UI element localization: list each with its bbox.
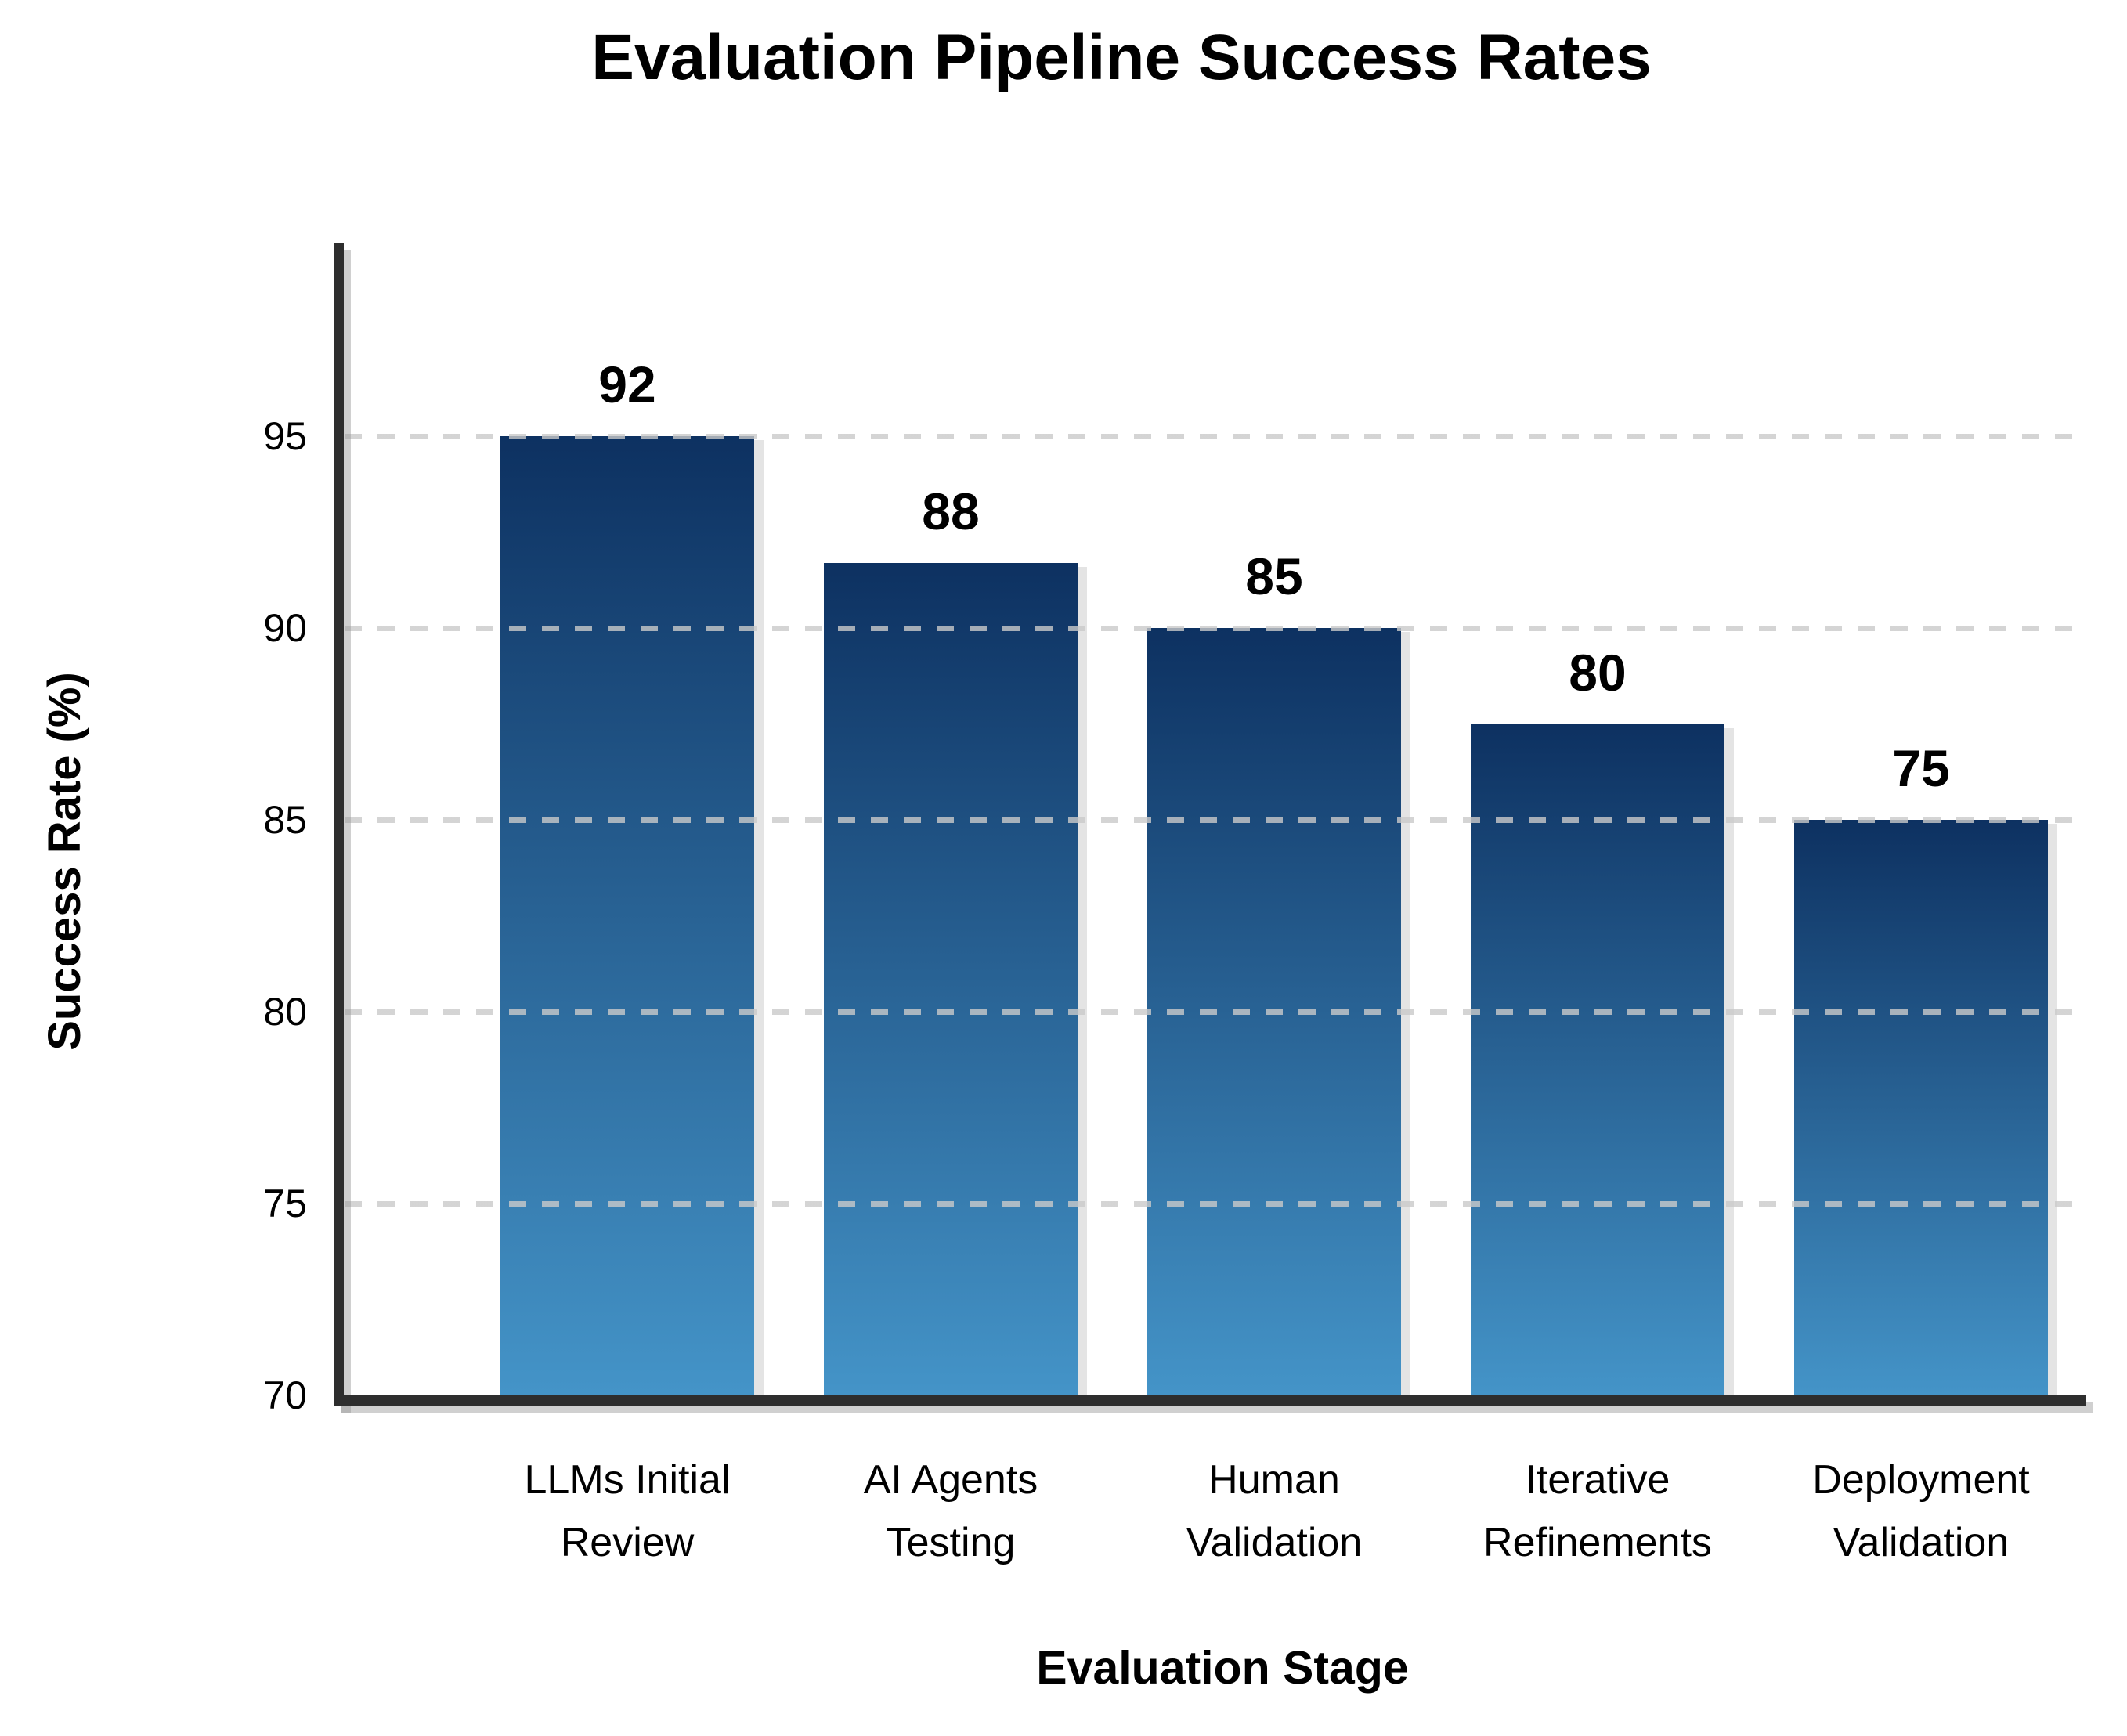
bar-4	[1471, 724, 1724, 1395]
x-tick-label-line: LLMs Initial	[524, 1457, 731, 1503]
gridline-y-90	[345, 626, 2086, 631]
x-tick-label-line: Testing	[886, 1520, 1016, 1565]
x-tick-label-line: Validation	[1186, 1520, 1363, 1565]
bar-value-label-5: 75	[1892, 739, 1950, 797]
y-tick-label-70: 70	[263, 1373, 307, 1417]
x-tick-label-line: Human	[1208, 1457, 1340, 1503]
bar-2	[824, 562, 1078, 1395]
x-tick-label-line: Review	[560, 1520, 695, 1565]
gridline-y-80	[345, 1009, 2086, 1015]
x-tick-label-line: AI Agents	[863, 1457, 1038, 1503]
x-axis-title: Evaluation Stage	[1036, 1642, 1409, 1694]
bar-value-label-3: 85	[1245, 547, 1303, 605]
x-tick-label-3: Human Validation	[1071, 1449, 1478, 1574]
x-tick-label-5: Deployment Validation	[1717, 1449, 2125, 1574]
y-tick-label-85: 85	[263, 798, 307, 842]
x-tick-label-4: Iterative Refinements	[1394, 1449, 1801, 1574]
x-tick-label-line: Deployment	[1812, 1457, 2030, 1503]
bar-value-label-2: 88	[922, 482, 980, 540]
gridline-y-75	[345, 1201, 2086, 1207]
x-axis-spine	[334, 1395, 2086, 1406]
x-tick-label-1: LLMs Initial Review	[424, 1449, 831, 1574]
bar-value-label-4: 80	[1569, 643, 1627, 702]
x-tick-label-line: Refinements	[1483, 1520, 1712, 1565]
bar-value-label-1: 92	[598, 356, 656, 413]
gridline-y-85	[345, 817, 2086, 823]
y-axis-spine	[334, 243, 344, 1406]
x-tick-label-2: AI Agents Testing	[747, 1449, 1154, 1574]
bar-5	[1794, 820, 2048, 1395]
bar-1	[500, 436, 754, 1395]
x-tick-label-line: Validation	[1833, 1520, 2010, 1565]
y-tick-label-95: 95	[263, 414, 307, 458]
gridline-y-95	[345, 434, 2086, 439]
y-tick-label-75: 75	[263, 1182, 307, 1225]
y-tick-label-80: 80	[263, 990, 307, 1034]
y-axis-title: Success Rate (%)	[39, 672, 90, 1051]
x-tick-label-line: Iterative	[1525, 1457, 1670, 1503]
y-tick-label-90: 90	[263, 606, 307, 650]
chart-title: Evaluation Pipeline Success Rates	[591, 22, 1652, 93]
